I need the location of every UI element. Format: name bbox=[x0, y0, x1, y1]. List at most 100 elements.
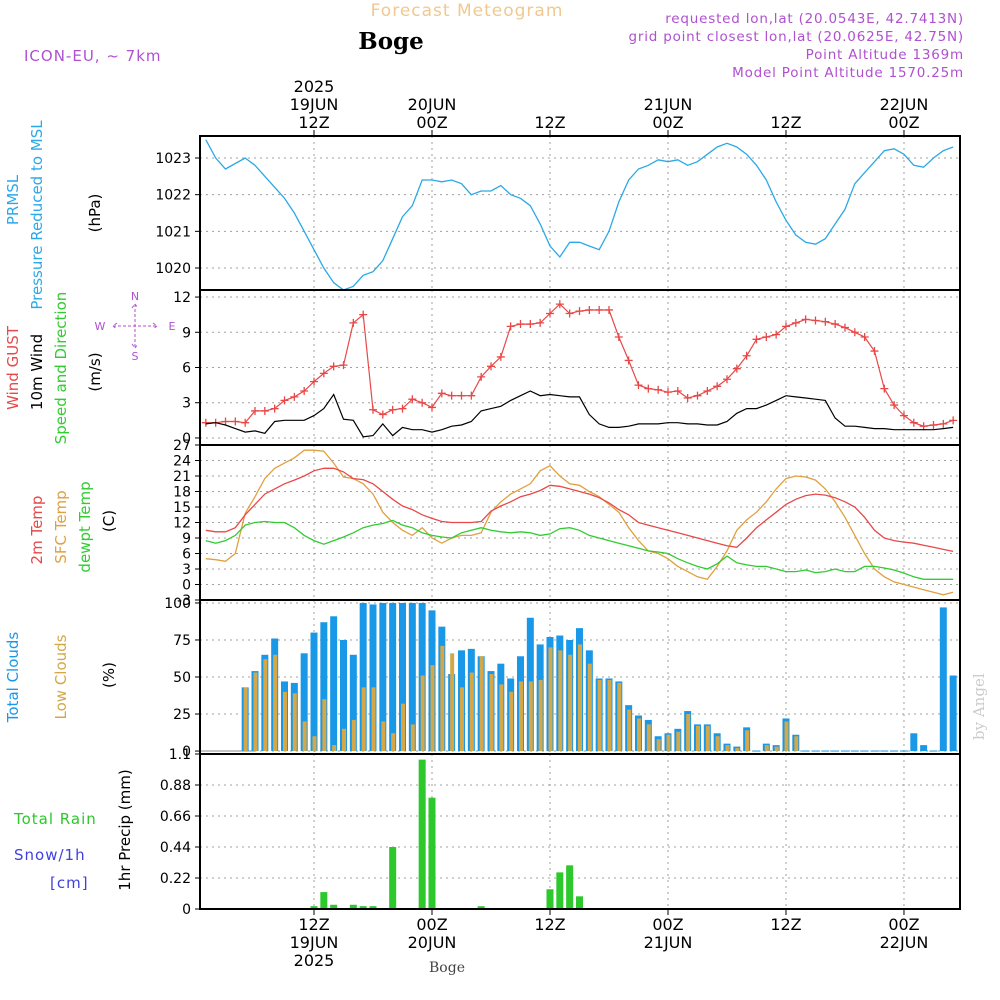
low-cloud-bar bbox=[695, 725, 700, 752]
gust-point bbox=[850, 328, 859, 337]
y-tick-label: 15 bbox=[173, 500, 191, 516]
bottom-time-hour: 12Z bbox=[298, 915, 329, 934]
gust-point bbox=[673, 386, 682, 395]
gust-point bbox=[536, 318, 545, 327]
low-cloud-bar bbox=[784, 721, 789, 752]
panel-label-low-clouds: Low Clouds bbox=[52, 634, 70, 719]
bottom-time-hour: 00Z bbox=[416, 915, 447, 934]
y-tick-label: 1021 bbox=[155, 224, 191, 240]
gust-point bbox=[840, 323, 849, 332]
y-tick-label: 6 bbox=[182, 361, 191, 377]
top-time-hour: 00Z bbox=[416, 113, 447, 132]
panel-label-percent: (%) bbox=[100, 662, 118, 688]
low-cloud-bar bbox=[332, 745, 337, 752]
compass-south: S bbox=[132, 350, 139, 363]
point-altitude: Point Altitude 1369m bbox=[806, 47, 964, 63]
total-cloud-bar bbox=[320, 622, 328, 752]
low-cloud-bar bbox=[597, 679, 602, 752]
y-tick-label: 9 bbox=[182, 325, 191, 341]
gust-point bbox=[919, 422, 928, 431]
total-cloud-bar bbox=[349, 654, 357, 752]
low-cloud-bar bbox=[548, 647, 553, 752]
pressure-line bbox=[205, 139, 954, 291]
bottom-time-hour: 12Z bbox=[534, 915, 565, 934]
bottom-time-date: 22JUN bbox=[880, 933, 929, 952]
total-cloud-bar bbox=[379, 602, 387, 752]
y-tick-label: 50 bbox=[173, 670, 191, 686]
gust-point bbox=[860, 332, 869, 341]
gust-point bbox=[939, 419, 948, 428]
top-time-hour: 12Z bbox=[770, 113, 801, 132]
compass-west: W bbox=[95, 320, 106, 333]
top-time-year: 2025 bbox=[294, 77, 335, 96]
y-tick-label: 3 bbox=[182, 396, 191, 412]
rain-bar bbox=[349, 904, 357, 909]
low-cloud-bar bbox=[587, 663, 592, 752]
gust-point bbox=[801, 315, 810, 324]
y-tick-label: 12 bbox=[173, 516, 191, 532]
low-cloud-bar bbox=[400, 703, 405, 752]
low-cloud-bar bbox=[430, 665, 435, 752]
low-cloud-bar bbox=[459, 687, 464, 752]
gust-point bbox=[791, 318, 800, 327]
grid-point-coordinates: grid point closest lon,lat (20.0625E, 42… bbox=[628, 29, 964, 45]
bottom-time-date: 19JUN bbox=[290, 933, 339, 952]
total-cloud-bar bbox=[949, 675, 957, 752]
bottom-time-date: 20JUN bbox=[408, 933, 457, 952]
panel-label-dewpt-temp: dewpt Temp bbox=[76, 481, 94, 572]
low-cloud-bar bbox=[568, 654, 573, 752]
rain-bar bbox=[320, 892, 328, 909]
gust-point bbox=[683, 394, 692, 403]
low-cloud-bar bbox=[410, 724, 415, 752]
low-cloud-bar bbox=[774, 746, 779, 752]
gust-point bbox=[595, 305, 604, 314]
wind-gust-line bbox=[205, 303, 954, 427]
low-cloud-bar bbox=[302, 721, 307, 752]
gust-point bbox=[231, 417, 240, 426]
bottom-time-hour: 12Z bbox=[770, 915, 801, 934]
panel-label-speed-direction: Speed and Direction bbox=[52, 292, 70, 445]
gust-point bbox=[821, 317, 830, 326]
gust-point bbox=[418, 398, 427, 407]
low-cloud-bar bbox=[725, 745, 730, 752]
low-cloud-bar bbox=[705, 725, 710, 752]
low-cloud-bar bbox=[351, 719, 356, 752]
gust-point bbox=[890, 401, 899, 410]
top-time-date: 22JUN bbox=[880, 95, 929, 114]
y-tick-label: 1023 bbox=[155, 151, 191, 167]
gust-point bbox=[654, 385, 663, 394]
panel-label-prmsl: PRMSL bbox=[4, 174, 22, 225]
low-cloud-bar bbox=[450, 653, 455, 752]
low-cloud-bar bbox=[735, 748, 740, 752]
gust-point bbox=[388, 405, 397, 414]
gust-point bbox=[447, 391, 456, 400]
y-tick-label: 1020 bbox=[155, 261, 191, 277]
gust-point bbox=[359, 310, 368, 319]
panel-label-ms: (m/s) bbox=[86, 352, 104, 391]
gust-point bbox=[585, 305, 594, 314]
top-time-hour: 00Z bbox=[652, 113, 683, 132]
low-cloud-bar bbox=[636, 718, 641, 752]
panel-label-total-rain: Total Rain bbox=[13, 810, 97, 828]
gust-point bbox=[368, 405, 377, 414]
low-cloud-bar bbox=[292, 693, 297, 752]
low-cloud-bar bbox=[440, 645, 445, 752]
panel-label-precip: 1hr Precip (mm) bbox=[116, 769, 134, 890]
compass-rose-icon bbox=[112, 303, 158, 349]
gust-point bbox=[722, 375, 731, 384]
gust-point bbox=[899, 411, 908, 420]
rain-bar bbox=[418, 759, 426, 909]
y-tick-label: 18 bbox=[173, 485, 191, 501]
gust-point bbox=[427, 403, 436, 412]
total-cloud-bar bbox=[369, 604, 377, 752]
total-cloud-bar bbox=[389, 602, 397, 752]
gust-point bbox=[870, 347, 879, 356]
total-cloud-bar bbox=[359, 602, 367, 752]
gust-point bbox=[644, 384, 653, 393]
low-cloud-bar bbox=[627, 709, 632, 752]
low-cloud-bar bbox=[469, 672, 474, 752]
y-tick-label: 0 bbox=[182, 431, 191, 447]
gust-point bbox=[634, 381, 643, 390]
gust-point bbox=[732, 364, 741, 373]
rain-bar bbox=[369, 906, 377, 909]
